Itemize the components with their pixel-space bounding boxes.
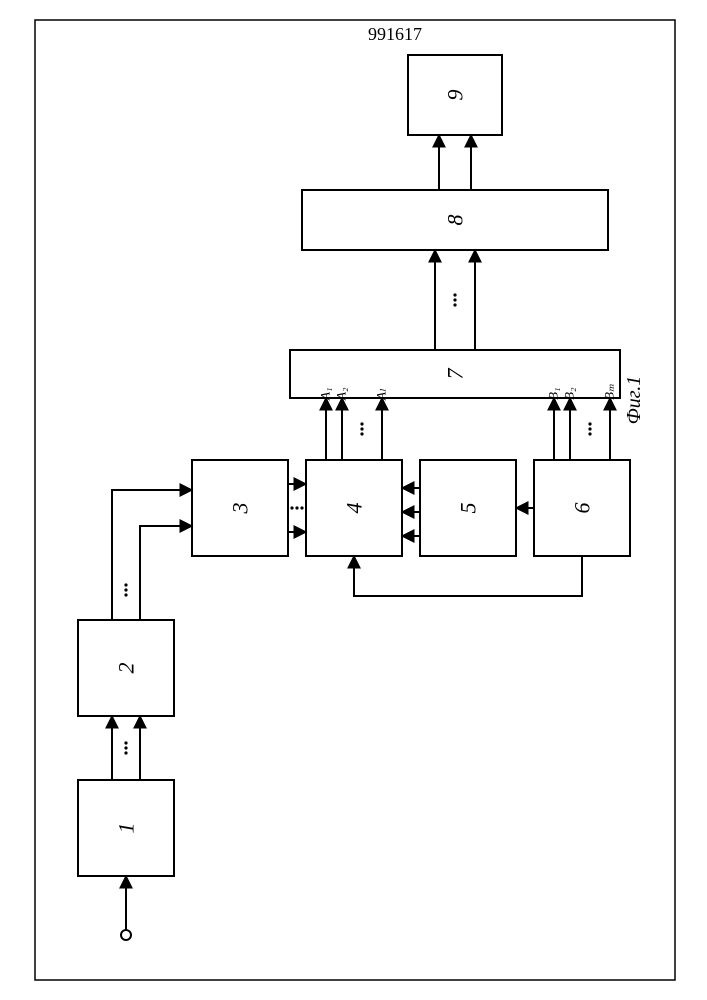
wire-b6-b4 <box>354 556 582 596</box>
block-b5-label: 5 <box>456 503 481 514</box>
figure-caption: Фиг.1 <box>623 376 645 425</box>
input-terminal <box>121 930 131 940</box>
block-b4-label: 4 <box>342 503 367 514</box>
port-label-b1: B₁ <box>546 388 561 400</box>
block-b3-label: 3 <box>228 503 253 515</box>
ellipsis-dots <box>360 422 363 435</box>
port-label-b2: B₂ <box>562 387 577 400</box>
ellipsis-dots <box>124 583 127 596</box>
ellipsis-dots <box>453 293 456 306</box>
block-b9-label: 9 <box>443 90 468 101</box>
wire-b2-b3-b <box>140 526 192 620</box>
block-b1-label: 1 <box>114 823 139 834</box>
port-label-a1: A₁ <box>318 388 333 401</box>
page-frame <box>35 20 675 980</box>
port-label-bm: Bₘ <box>602 384 617 400</box>
ellipsis-dots <box>290 506 303 509</box>
block-b8-label: 8 <box>443 215 468 226</box>
block-b6-label: 6 <box>570 503 595 514</box>
ellipsis-dots <box>588 422 591 435</box>
wire-b2-b3-a <box>112 490 192 620</box>
doc-number: 991617 <box>368 24 422 44</box>
block-b7-label: 7 <box>443 368 468 380</box>
port-label-al: Aₗ <box>374 388 389 401</box>
block-b2-label: 2 <box>114 663 139 674</box>
port-label-a2: A₂ <box>334 387 349 401</box>
ellipsis-dots <box>124 741 127 754</box>
